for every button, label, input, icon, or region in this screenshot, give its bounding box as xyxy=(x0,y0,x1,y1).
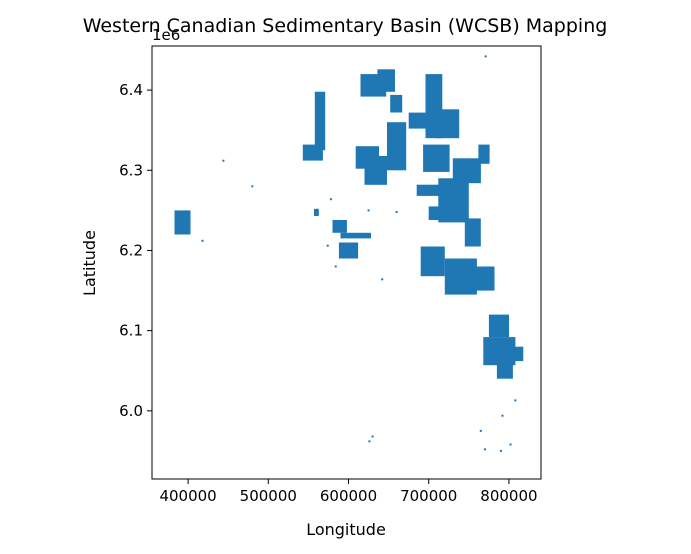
map-speck-11 xyxy=(483,448,486,451)
map-polygon-south-east-d xyxy=(496,362,513,379)
y-tick-label: 6.2 xyxy=(119,241,143,259)
map-polygon-south-central-c xyxy=(472,266,495,291)
map-polygon-mid-north-d xyxy=(423,144,450,172)
map-speck-13 xyxy=(501,414,504,417)
map-polygons xyxy=(174,55,524,452)
map-polygon-north-east-c xyxy=(435,109,460,139)
map-speck-8 xyxy=(368,440,371,443)
x-tick-label: 800000 xyxy=(480,487,537,505)
y-tick-label: 6.3 xyxy=(119,161,143,179)
map-speck-5 xyxy=(381,278,384,281)
map-speck-15 xyxy=(509,443,512,446)
y-tick-label: 6.1 xyxy=(119,322,143,340)
map-speck-12 xyxy=(499,449,502,452)
x-tick-label: 700000 xyxy=(400,487,457,505)
map-polygon-west-mid-b xyxy=(340,232,371,239)
map-polygon-west-mid-d xyxy=(314,208,319,216)
map-speck-17 xyxy=(326,244,329,247)
y-axis: 6.0 6.1 6.2 6.3 6.4 xyxy=(119,81,152,420)
map-speck-16 xyxy=(395,211,398,213)
map-polygon-south-central-a xyxy=(420,246,445,277)
map-polygon-west-mid-a xyxy=(332,220,347,233)
map-polygon-south-east-c xyxy=(504,346,524,362)
x-tick-label: 600000 xyxy=(320,487,377,505)
map-speck-3 xyxy=(329,198,332,201)
map-polygon-north-block-b xyxy=(377,69,395,92)
map-polygon-central-d xyxy=(428,206,452,220)
map-polygon-south-east-a xyxy=(488,314,509,338)
chart-title: Western Canadian Sedimentary Basin (WCSB… xyxy=(83,15,608,37)
x-axis-label: Longitude xyxy=(306,520,386,539)
map-polygon-far-west-a xyxy=(174,210,191,235)
map-speck-2 xyxy=(201,239,204,242)
map-speck-4 xyxy=(367,209,370,212)
map-polygon-central-a xyxy=(416,184,444,196)
map-polygon-north-strip-a xyxy=(314,91,326,151)
map-polygon-central-c xyxy=(464,218,481,247)
x-axis: 400000 500000 600000 700000 800000 xyxy=(159,479,538,505)
plot-frame xyxy=(151,45,542,480)
y-offset-label: 1e6 xyxy=(152,26,180,44)
map-polygon-mid-north-c xyxy=(387,122,407,171)
y-tick-label: 6.0 xyxy=(119,402,143,420)
x-tick-label: 400000 xyxy=(159,487,216,505)
y-axis-label: Latitude xyxy=(80,230,99,296)
map-speck-10 xyxy=(479,429,482,432)
map-polygon-north-block-c xyxy=(390,94,403,113)
map-speck-6 xyxy=(334,265,337,268)
map-speck-1 xyxy=(251,185,254,188)
map-speck-7 xyxy=(484,55,487,58)
map-speck-14 xyxy=(514,399,517,402)
map-speck-9 xyxy=(371,435,374,438)
map-speck-0 xyxy=(222,159,225,162)
map-polygon-mid-east-b xyxy=(478,144,490,164)
map-polygon-north-strip-b xyxy=(302,144,323,161)
x-tick-label: 500000 xyxy=(240,487,297,505)
map-polygon-mid-north-b xyxy=(364,155,387,185)
y-tick-label: 6.4 xyxy=(119,81,143,99)
map-polygon-west-mid-c xyxy=(338,242,359,259)
map-polygon-south-central-b xyxy=(444,258,477,295)
